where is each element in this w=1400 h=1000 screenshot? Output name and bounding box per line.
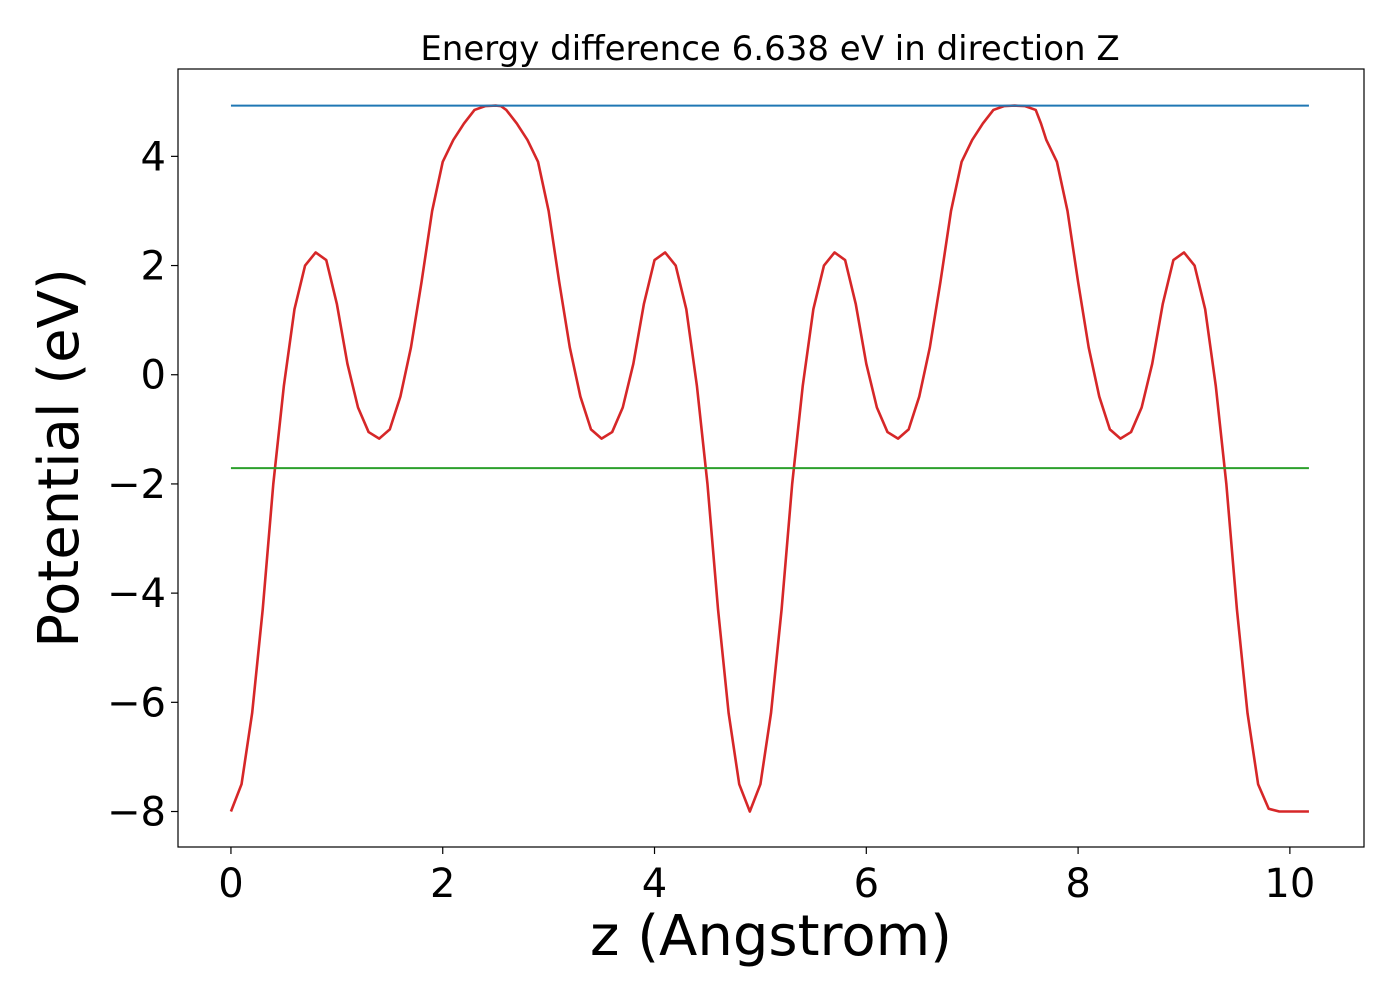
- x-tick-label: 2: [430, 861, 455, 907]
- y-tick-label: 4: [141, 134, 166, 180]
- chart-title: Energy difference 6.638 eV in direction …: [420, 29, 1119, 69]
- y-tick-label: 2: [141, 244, 166, 290]
- series-line-0: [229, 104, 1309, 813]
- plot-frame: [177, 68, 1365, 848]
- y-axis-label: Potential (eV): [27, 268, 92, 648]
- x-axis-label: z (Angstrom): [590, 904, 952, 969]
- x-tick-label: 10: [1264, 861, 1315, 907]
- y-axis: −8 −6 −4 −2 0 2 4: [107, 134, 178, 836]
- x-tick-label: 4: [642, 861, 667, 907]
- y-tick-label: −4: [107, 571, 166, 617]
- x-axis: 0 2 4 6 8 10: [218, 847, 1315, 907]
- y-tick-label: 0: [141, 353, 166, 399]
- y-tick-label: −6: [107, 680, 166, 726]
- plot-area: [229, 104, 1309, 813]
- x-tick-label: 8: [1065, 861, 1090, 907]
- x-tick-label: 0: [218, 861, 243, 907]
- y-tick-label: −2: [107, 462, 166, 508]
- x-tick-label: 6: [854, 861, 879, 907]
- y-tick-label: −8: [107, 790, 166, 836]
